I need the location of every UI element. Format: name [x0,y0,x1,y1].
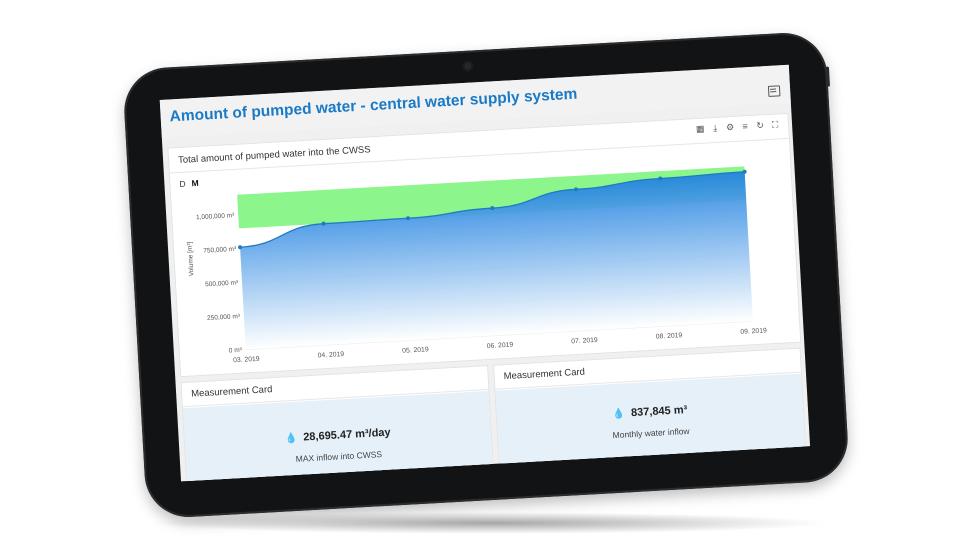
max-inflow-value: 28,695.47 m³/day [302,426,391,444]
measurement-card-max-inflow: Measurement Card 💧 28,695.47 m³/day MAX i… [180,365,495,482]
data-point [406,216,411,221]
y-tick-label: 250,000 m³ [207,313,241,322]
x-tick-label: 06. 2019 [487,342,514,350]
x-tick-label: 09. 2019 [740,327,767,335]
tablet-shadow [150,512,830,534]
camera-icon [462,60,474,72]
filter-icon[interactable]: ≡ [742,121,749,132]
y-tick-label: 0 m³ [229,347,243,355]
chart-toolbar: ▦ ⤓ ⚙ ≡ ↻ ⛶ [695,119,780,134]
y-tick-label: 1,000,000 m³ [196,212,235,221]
x-tick-label: 08. 2019 [656,332,683,340]
data-point [490,206,495,211]
chart-card: Total amount of pumped water into the CW… [167,112,802,378]
side-button [825,66,831,87]
dashboard-screen: Amount of pumped water - central water s… [159,64,811,482]
report-icon[interactable] [767,85,781,97]
x-tick-label: 04. 2019 [317,351,344,359]
x-tick-label: 05. 2019 [402,346,429,354]
table-icon[interactable]: ▦ [695,123,705,135]
download-icon[interactable]: ⤓ [712,122,718,134]
data-point [574,187,579,192]
card-body: 💧 28,695.47 m³/day MAX inflow into CWSS [182,391,494,482]
series-area [240,171,753,350]
measurement-card-monthly-inflow: Measurement Card 💧 837,845 m³ Monthly wat… [493,347,807,477]
card-body: 💧 837,845 m³ Monthly water inflow [495,373,806,476]
y-tick-label: 750,000 m³ [203,246,237,255]
pumped-water-chart: 0 m³ 250,000 m³ 500,000 m³ 750,000 m³ 1,000,… [196,166,767,364]
data-point [742,169,747,174]
water-drop-icon: 💧 [612,408,626,421]
x-tick-label: 07. 2019 [571,337,598,345]
tablet-device: Amount of pumped water - central water s… [121,30,851,520]
data-point [658,176,663,181]
data-point [321,221,326,226]
page-title: Amount of pumped water - central water s… [169,85,578,126]
y-tick-label: 500,000 m³ [205,279,239,288]
gear-icon[interactable]: ⚙ [725,121,735,133]
data-point [238,245,243,250]
water-drop-icon: 💧 [284,432,298,445]
monthly-inflow-value: 837,845 m³ [630,403,688,420]
refresh-icon[interactable]: ↻ [756,120,765,131]
x-tick-label: 03. 2019 [233,356,260,364]
tolerance-band [237,166,747,229]
fullscreen-icon[interactable]: ⛶ [771,119,779,130]
